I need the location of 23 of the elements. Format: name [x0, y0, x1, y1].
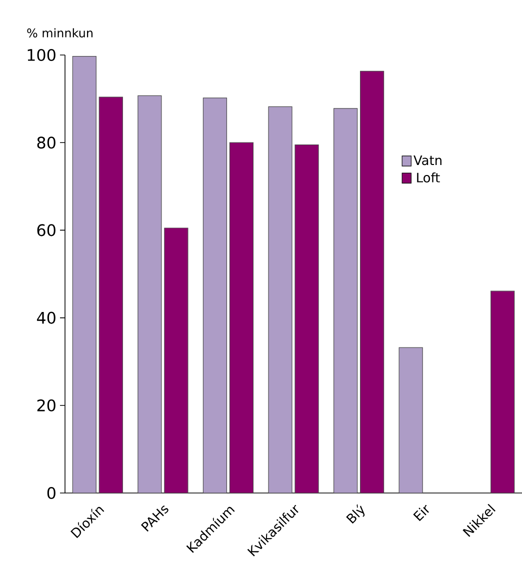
bar: [333, 108, 358, 493]
bar: [490, 290, 515, 493]
bar: [268, 106, 292, 493]
y-tick-label: 60: [37, 224, 56, 236]
y-axis-title: % minnkun: [27, 28, 92, 38]
y-tick-label: 20: [37, 399, 56, 412]
bar: [294, 144, 319, 493]
y-tick-label: 100: [28, 48, 56, 62]
x-tick-label: Eir: [413, 504, 429, 522]
bar: [202, 98, 228, 493]
y-tick-label: 40: [36, 312, 56, 324]
bar: [98, 96, 123, 493]
legend-label: Loft: [417, 172, 440, 182]
y-tick-label: 0: [47, 486, 56, 500]
bar: [229, 142, 254, 493]
bar: [398, 347, 423, 493]
bar: [164, 228, 188, 493]
bar: [360, 70, 384, 493]
y-tick-label: 80: [37, 136, 56, 149]
legend-label: Vatn: [414, 156, 442, 166]
bar: [138, 95, 162, 493]
bar: [72, 56, 96, 493]
x-tick-label: Blý: [346, 504, 365, 524]
